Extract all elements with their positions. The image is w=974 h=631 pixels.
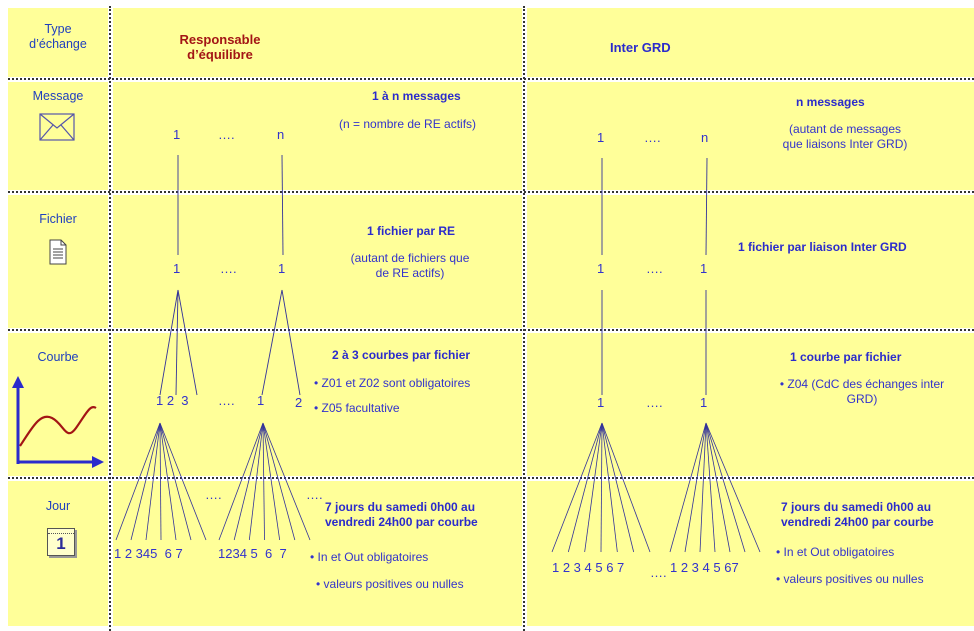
message-grd-num-n: n [701, 130, 709, 145]
fichier-re-dots: …. [220, 261, 237, 276]
fichier-re-num-1: 1 [173, 261, 181, 276]
message-grd-dots: …. [644, 130, 661, 145]
courbe-grd-bullet: • Z04 (CdC des échanges inter GRD) [779, 377, 945, 406]
row-divider [8, 78, 974, 80]
message-grd-num-1: 1 [597, 130, 605, 145]
row-divider [8, 477, 974, 479]
message-grd-note: (autant de messages que liaisons Inter G… [782, 122, 908, 151]
row-label-jour: Jour [45, 499, 71, 513]
row-divider [8, 191, 974, 193]
jour-grd-dots: …. [650, 565, 667, 580]
jour-re-days-b: 1234 5 6 7 [218, 546, 287, 561]
jour-grd-bold: 7 jours du samedi 0h00 au vendredi 24h00… [781, 500, 934, 529]
cell-type-header [8, 8, 108, 77]
envelope-icon [39, 113, 75, 141]
cell-courbe-label [8, 333, 108, 476]
column-divider [523, 6, 525, 631]
jour-grd-days-b: 1 2 3 4 5 67 [670, 560, 739, 575]
jour-re-bullet-2: • valeurs positives ou nulles [316, 577, 464, 591]
message-re-note: (n = nombre de RE actifs) [339, 117, 477, 131]
row-label-message: Message [32, 89, 84, 103]
column-divider [109, 6, 111, 631]
jour-grd-bullet-1: • In et Out obligatoires [776, 545, 895, 559]
calendar-day-number: 1 [56, 534, 66, 553]
fichier-re-bold: 1 fichier par RE [367, 224, 456, 238]
courbe-re-num-c: 2 [295, 395, 303, 410]
row-label-fichier: Fichier [39, 212, 77, 226]
fichier-grd-dots: …. [646, 261, 663, 276]
jour-grd-days-a: 1 2 3 4 5 6 7 [552, 560, 625, 575]
courbe-grd-num-2: 1 [700, 395, 708, 410]
document-icon [49, 239, 67, 265]
row-label-courbe: Courbe [37, 350, 79, 364]
jour-re-days-a: 1 2 345 6 7 [114, 546, 183, 561]
calendar-icon: 1 [47, 528, 75, 556]
jour-re-bullet-1: • In et Out obligatoires [310, 550, 429, 564]
cell-re-header [113, 8, 522, 77]
cell-fichier-grd [527, 195, 974, 328]
courbe-grd-bold: 1 courbe par fichier [790, 350, 902, 364]
courbe-re-bullet-2: • Z05 facultative [314, 401, 400, 415]
curve-chart-icon [12, 376, 104, 468]
fichier-grd-num-1: 1 [597, 261, 605, 276]
courbe-re-dots: …. [218, 393, 235, 408]
cell-jour-re [113, 481, 522, 626]
jour-re-bold: 7 jours du samedi 0h00 au vendredi 24h00… [325, 500, 478, 529]
courbe-grd-dots: …. [646, 395, 663, 410]
courbe-re-bullet-1: • Z01 et Z02 sont obligatoires [314, 376, 471, 390]
fichier-re-note: (autant de fichiers que de RE actifs) [350, 251, 470, 280]
type-header: Type d’échange [29, 22, 87, 51]
jour-re-dots-b: …. [306, 487, 323, 502]
cell-message-re [113, 82, 522, 190]
message-grd-bold: n messages [796, 95, 865, 109]
message-re-num-n: n [277, 127, 285, 142]
cell-message-grd [527, 82, 974, 190]
fichier-grd-num-2: 1 [700, 261, 708, 276]
row-divider [8, 329, 974, 331]
courbe-re-nums-a: 1 2 3 [156, 393, 189, 408]
cell-grd-header [527, 8, 974, 77]
re-column-title: Responsable d’équilibre [179, 32, 261, 62]
message-re-dots: …. [218, 127, 235, 142]
cell-message-label [8, 82, 108, 190]
fichier-re-num-2: 1 [278, 261, 286, 276]
courbe-grd-num-1: 1 [597, 395, 605, 410]
courbe-re-bold: 2 à 3 courbes par fichier [332, 348, 471, 362]
message-re-bold: 1 à n messages [372, 89, 461, 103]
cell-courbe-re [113, 333, 522, 476]
courbe-re-num-b: 1 [257, 393, 265, 408]
jour-re-dots-a: …. [205, 487, 222, 502]
fichier-grd-bold: 1 fichier par liaison Inter GRD [738, 240, 907, 254]
grd-column-title: Inter GRD [610, 40, 671, 55]
message-re-num-1: 1 [173, 127, 181, 142]
jour-grd-bullet-2: • valeurs positives ou nulles [776, 572, 924, 586]
